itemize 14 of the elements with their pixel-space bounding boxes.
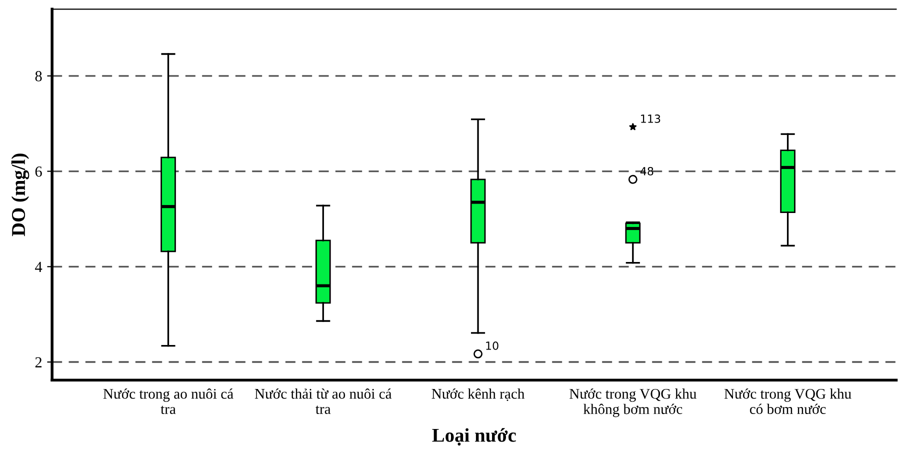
x-tick-label: Nước trong VQG khu không bơm nước: [570, 388, 696, 418]
annotation: 10: [486, 342, 498, 350]
annotation: 113: [641, 114, 660, 123]
annotation: 48: [640, 166, 654, 176]
x-axis-title: Loại nước: [432, 428, 516, 446]
x-tick-label: Nước trong ao nuôi cá tra: [103, 388, 234, 414]
y-axis-title: DO (mg/l): [11, 154, 30, 236]
y-tick-label: 4: [35, 262, 42, 272]
y-tick-label: 2: [35, 357, 42, 368]
y-tick-label: 6: [35, 166, 42, 177]
x-tick-label: Nước kênh rạch: [432, 388, 524, 402]
x-tick-label: Nước trong VQG khu có bơm nước: [724, 388, 852, 414]
y-tick-label: 8: [35, 71, 42, 82]
x-tick-label: Nước thải từ ao nuôi cá tra: [254, 388, 392, 414]
